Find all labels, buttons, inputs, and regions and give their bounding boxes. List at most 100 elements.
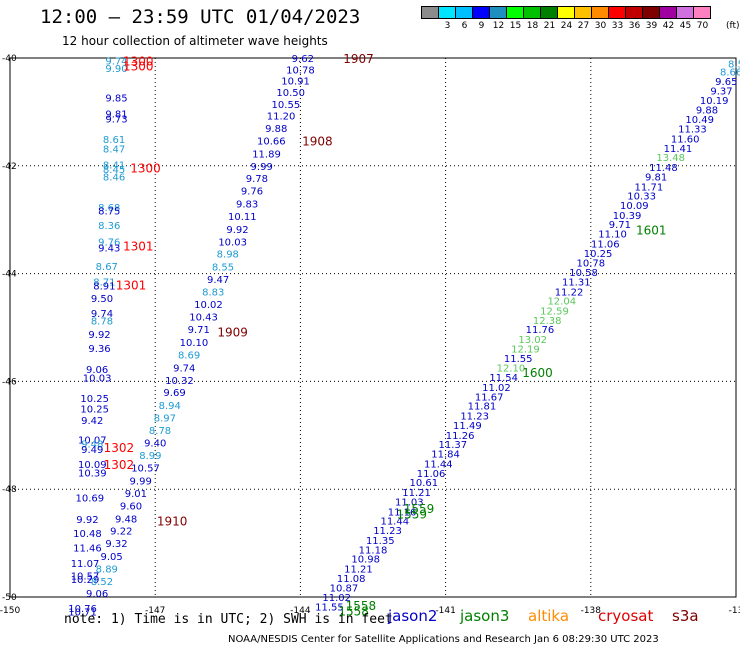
colorbar-label: 9 — [478, 21, 485, 31]
wave-height-label: 8.94 — [159, 401, 181, 412]
wave-height-label: 9.99 — [251, 162, 273, 173]
wave-height-label: 9.92 — [88, 330, 110, 341]
wave-height-label: 10.58 — [569, 268, 598, 279]
time-label: 1300 — [130, 161, 161, 175]
wave-height-label: 12.04 — [547, 297, 576, 308]
wave-height-label: 10.10 — [180, 338, 209, 349]
x-tick-label: -150 — [0, 606, 20, 616]
wave-height-label: 9.47 — [207, 275, 229, 286]
wave-height-label: 10.11 — [228, 212, 257, 223]
wave-height-label: 11.16 — [388, 507, 417, 518]
wave-height-label: 10.87 — [330, 583, 359, 594]
wave-height-label: 11.10 — [598, 230, 627, 241]
wave-height-label: 8.71 — [93, 278, 115, 289]
wave-height-label: 8.55 — [212, 263, 234, 274]
wave-height-label: 10.91 — [281, 77, 310, 88]
wave-height-label: 11.48 — [649, 163, 678, 174]
legend-jason2: jason2 — [388, 607, 438, 625]
wave-height-label: 12.19 — [511, 345, 540, 356]
wave-height-label: 10.07 — [78, 436, 107, 447]
wave-height-label: 9.36 — [88, 344, 110, 355]
wave-height-label: 9.06 — [86, 589, 108, 600]
colorbar-label: 33 — [611, 21, 624, 31]
wave-height-label: 11.06 — [591, 239, 620, 250]
wave-height-label: 9.74 — [91, 309, 113, 320]
wave-height-label: 11.44 — [380, 516, 409, 527]
colorbar-label: 45 — [679, 21, 692, 31]
wave-height-label: 11.60 — [671, 134, 700, 145]
wave-height-label: 10.32 — [165, 376, 194, 387]
wave-height-label: 8.36 — [98, 221, 120, 232]
wave-height-label: 10.49 — [685, 115, 714, 126]
wave-height-label: 9.06 — [86, 365, 108, 376]
colorbar-label: 24 — [560, 21, 573, 31]
wave-height-label: 8.46 — [103, 173, 125, 184]
wave-height-label: 11.31 — [562, 278, 591, 289]
wave-height-label: 11.81 — [468, 402, 497, 413]
wave-height-label: 11.67 — [475, 392, 504, 403]
wave-height-label: 10.55 — [272, 100, 301, 111]
colorbar-label: 27 — [577, 21, 590, 31]
colorbar-label: 70 — [696, 21, 709, 31]
wave-height-label: 11.71 — [635, 182, 664, 193]
time-label: 1301 — [123, 240, 154, 254]
wave-height-label: 11.20 — [267, 112, 296, 123]
wave-height-label: 10.25 — [80, 394, 109, 405]
wave-height-label: 13.48 — [656, 153, 685, 164]
time-label: 1558 — [346, 599, 377, 613]
time-label: 1909 — [217, 325, 248, 339]
time-label: 1600 — [522, 366, 553, 380]
wave-height-label: 9.01 — [125, 489, 147, 500]
wave-height-label: 8.69 — [178, 350, 200, 361]
wave-height-label: 9.85 — [105, 93, 127, 104]
wave-height-label: 9.05 — [101, 552, 123, 563]
y-tick-label: -44 — [2, 270, 17, 280]
legend-s3a: s3a — [672, 607, 699, 625]
colorbar-label: 3 — [444, 21, 451, 31]
wave-height-label: 8.78 — [149, 426, 171, 437]
wave-height-label: 11.21 — [402, 488, 431, 499]
wave-height-label: 8.89 — [96, 564, 118, 575]
x-tick-label: -141 — [435, 606, 455, 616]
colorbar-swatch — [693, 6, 711, 19]
wave-height-label: 9.74 — [105, 57, 127, 68]
wave-height-label: 11.44 — [424, 459, 453, 470]
time-label: 1300 — [123, 60, 154, 74]
wave-height-label: 9.73 — [105, 114, 127, 125]
wave-height-label: 8.91 — [93, 281, 115, 292]
wave-height-label: 10.29 — [71, 575, 100, 586]
wave-height-label: 9.48 — [81, 439, 103, 450]
wave-height-label: 11.89 — [252, 149, 281, 160]
wave-height-label: 10.76 — [68, 604, 97, 615]
wave-height-label: 12.38 — [533, 316, 562, 327]
wave-height-label: 11.08 — [337, 574, 366, 585]
wave-height-label: 13.02 — [518, 335, 547, 346]
wave-height-label: 11.37 — [439, 440, 468, 451]
wave-height-label: 9.32 — [105, 539, 127, 550]
wave-height-label: 10.69 — [76, 493, 105, 504]
wave-height-label: 9.74 — [173, 363, 195, 374]
x-tick-label: -147 — [145, 606, 165, 616]
wave-height-label: 9.65 — [715, 77, 737, 88]
wave-height-label: 10.39 — [613, 211, 642, 222]
wave-height-label: 11.21 — [344, 564, 373, 575]
wave-height-label: 11.23 — [373, 526, 402, 537]
wave-height-label: 9.22 — [110, 527, 132, 538]
legend-altika: altika — [528, 607, 570, 625]
x-tick-label: -138 — [581, 606, 602, 616]
wave-height-label: 11.33 — [678, 125, 707, 136]
wave-height-label: 11.76 — [526, 325, 555, 336]
wave-height-label: 8.68 — [98, 203, 120, 214]
wave-height-label: 11.07 — [71, 559, 100, 570]
colorbar-label: 6 — [461, 21, 468, 31]
colorbar-unit: (ft) — [726, 21, 740, 31]
wave-height-label: 8.99 — [139, 451, 161, 462]
wave-height-label: 8.66 — [720, 67, 740, 78]
wave-height-label: 9.37 — [710, 86, 732, 97]
plot-frame — [9, 57, 737, 598]
wave-height-label: 10.57 — [71, 571, 100, 582]
wave-height-label: 9.48 — [115, 514, 137, 525]
colorbar-label: 30 — [594, 21, 607, 31]
wave-height-label: 9.62 — [292, 54, 314, 65]
